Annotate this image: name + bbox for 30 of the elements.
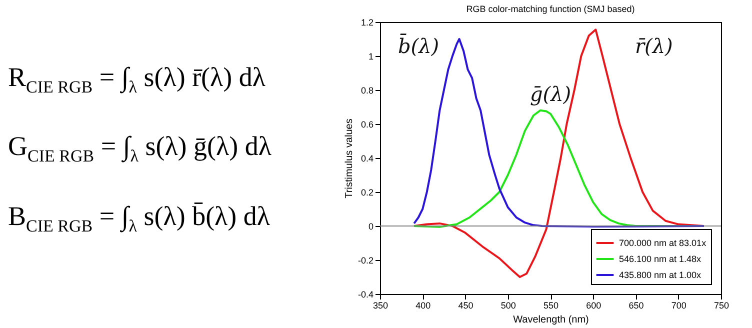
x-tick-label: 650 <box>628 300 644 310</box>
x-tick-label: 350 <box>372 300 388 310</box>
legend-label: 700.000 nm at 83.01x <box>619 238 707 248</box>
y-tick-label: 0.4 <box>360 154 374 164</box>
x-tick-label: 400 <box>416 300 431 310</box>
y-tick-label: -0.4 <box>358 290 374 300</box>
y-tick-label: 0.2 <box>360 188 374 198</box>
y-tick-label: 0.8 <box>360 86 374 96</box>
y-tick-label: 1.2 <box>360 18 374 28</box>
y-tick-label: 0.6 <box>360 120 374 130</box>
x-tick-label: 750 <box>714 300 730 310</box>
x-tick-label: 550 <box>543 300 559 310</box>
legend-label: 435.800 nm at 1.00x <box>619 270 702 280</box>
text: R$_{CIE RGB}$ = ∫$_{λ}$ s(λ) r̄(λ) dλ <box>8 62 266 98</box>
text: G$_{CIE RGB}$ = ∫$_{λ}$ s(λ) ḡ(λ) dλ <box>8 131 272 167</box>
annotation: r̄(λ) <box>635 34 673 58</box>
annotation: ḡ(λ) <box>530 82 572 106</box>
y-axis-title: Tristimulus values <box>344 118 355 198</box>
x-axis-title: Wavelength (nm) <box>513 314 589 326</box>
legend-label: 546.100 nm at 1.48x <box>619 254 702 264</box>
annotation: b̄(λ) <box>398 34 440 58</box>
x-tick-label: 600 <box>586 300 602 310</box>
x-tick-label: 700 <box>671 300 686 310</box>
y-tick-label: 1 <box>368 52 374 62</box>
y-tick-label: 0 <box>368 222 374 232</box>
text: B$_{CIE RGB}$ = ∫$_{λ}$ s(λ) b̄(λ) dλ <box>8 200 271 236</box>
x-tick-label: 500 <box>500 300 516 310</box>
chart-title: RGB color-matching function (SMJ based) <box>466 4 635 14</box>
x-tick-label: 450 <box>458 300 474 310</box>
y-tick-label: -0.2 <box>358 256 374 266</box>
